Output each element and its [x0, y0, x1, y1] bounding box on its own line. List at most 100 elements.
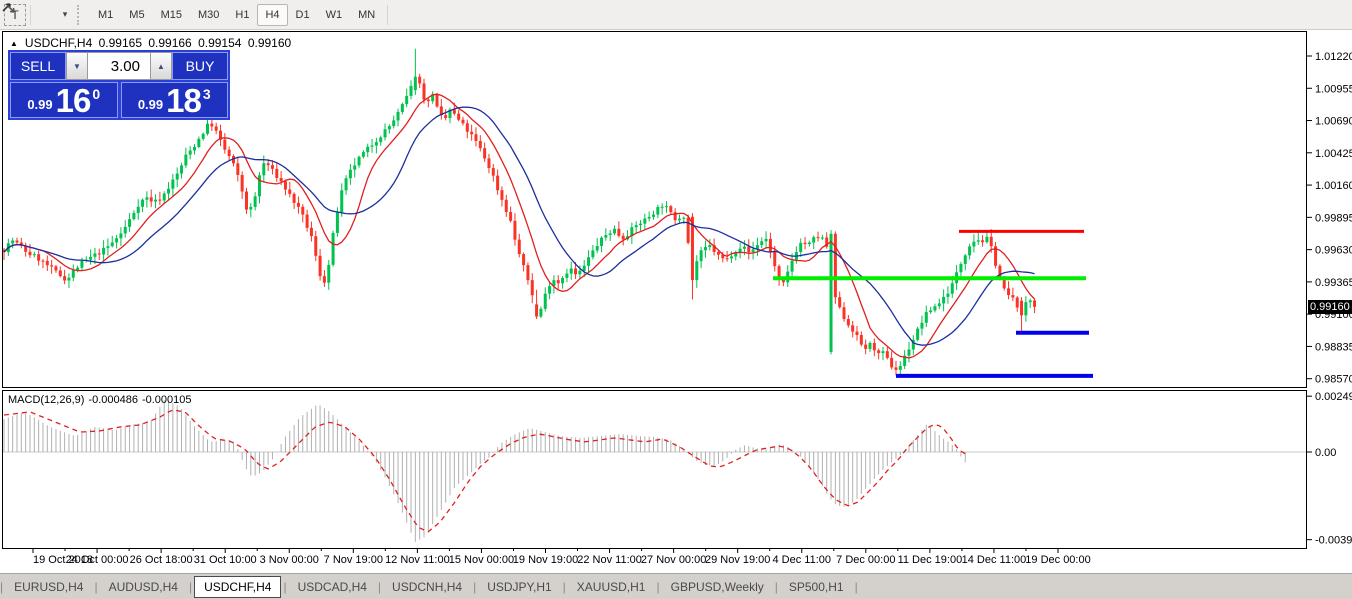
- tab-usdcad-h4[interactable]: USDCAD,H4: [297, 580, 367, 594]
- collapse-panel-icon[interactable]: ▲: [10, 39, 18, 48]
- svg-text:31 Oct 10:00: 31 Oct 10:00: [194, 554, 257, 566]
- buy-button[interactable]: BUY: [172, 52, 228, 80]
- svg-text:1.00425: 1.00425: [1315, 148, 1352, 160]
- tab-separator: |: [473, 580, 477, 594]
- svg-text:7 Dec 00:00: 7 Dec 00:00: [836, 554, 895, 566]
- svg-text:19 Dec 00:00: 19 Dec 00:00: [1025, 554, 1090, 566]
- timeframe-button-M30[interactable]: M30: [190, 4, 227, 26]
- chart-header: ▲ USDCHF,H4 0.99165 0.99166 0.99154 0.991…: [10, 36, 294, 50]
- svg-text:0.99630: 0.99630: [1315, 245, 1352, 257]
- svg-text:11 Dec 19:00: 11 Dec 19:00: [898, 554, 963, 566]
- svg-text:1.01220: 1.01220: [1315, 51, 1352, 63]
- timeframe-button-group: M1 M5 M15 M30 H1 H4 D1 W1 MN: [90, 3, 383, 26]
- timeframe-button-H4[interactable]: H4: [257, 3, 288, 26]
- svg-text:0.98570: 0.98570: [1315, 374, 1352, 386]
- top-toolbar: T ▾ M1 M5 M15 M30 H1 H4 D1 W1 MN: [0, 0, 1352, 30]
- svg-text:19 Nov 19:00: 19 Nov 19:00: [513, 554, 578, 566]
- macd-pane[interactable]: [2, 390, 1307, 549]
- svg-text:0.99895: 0.99895: [1315, 212, 1352, 224]
- sell-price-point: 0: [92, 86, 101, 102]
- toolbar-separator: [387, 4, 389, 25]
- svg-text:19 Oct 2018: 19 Oct 2018: [33, 554, 93, 566]
- text-label-tool-button[interactable]: T: [4, 3, 26, 26]
- timeframe-button-H1[interactable]: H1: [227, 4, 257, 26]
- macd-axis: 0.002492 0.00 -0.003913: [1307, 391, 1352, 547]
- tab-usdchf-h4[interactable]: USDCHF,H4: [194, 576, 282, 598]
- svg-text:7 Nov 19:00: 7 Nov 19:00: [324, 554, 383, 566]
- sell-price-base: 0.99: [27, 97, 53, 112]
- svg-text:15 Nov 00:00: 15 Nov 00:00: [449, 554, 514, 566]
- svg-text:26 Oct 18:00: 26 Oct 18:00: [130, 554, 193, 566]
- svg-text:0.002492: 0.002492: [1315, 391, 1352, 403]
- svg-text:27 Nov 00:00: 27 Nov 00:00: [641, 554, 706, 566]
- ohlc-open: 0.99165: [98, 36, 142, 50]
- svg-text:0.98835: 0.98835: [1315, 341, 1352, 353]
- svg-text:-0.003913: -0.003913: [1315, 535, 1352, 547]
- buy-price-display[interactable]: 0.99 18 3: [120, 82, 228, 119]
- candlestick-layer: [3, 48, 1093, 378]
- tab-separator: |: [562, 580, 566, 594]
- ohlc-low: 0.99154: [198, 36, 242, 50]
- timeframe-button-MN[interactable]: MN: [350, 4, 383, 26]
- svg-text:1.00160: 1.00160: [1315, 180, 1352, 192]
- macd-main-value: -0.000486: [88, 394, 138, 406]
- cursor-arrows-icon[interactable]: [2, 3, 57, 26]
- ohlc-close: 0.99160: [247, 36, 292, 50]
- buy-price-pips: 18: [166, 82, 202, 119]
- tab-usdcnh-h4[interactable]: USDCNH,H4: [392, 580, 463, 594]
- ohlc-high: 0.99166: [148, 36, 192, 50]
- macd-name: MACD(12,26,9): [8, 394, 85, 406]
- macd-indicator-label: MACD(12,26,9) -0.000486 -0.000105: [8, 394, 196, 406]
- macd-layer: [3, 400, 1306, 542]
- svg-text:14 Dec 11:00: 14 Dec 11:00: [962, 554, 1027, 566]
- timeframe-button-M15[interactable]: M15: [153, 4, 190, 26]
- arrows-icon: [2, 3, 15, 13]
- tab-xauusd-h1[interactable]: XAUUSD,H1: [576, 580, 646, 594]
- svg-text:12 Nov 11:00: 12 Nov 11:00: [385, 554, 450, 566]
- tab-eurusd-h4[interactable]: EURUSD,H4: [14, 580, 84, 594]
- buy-price-base: 0.99: [137, 97, 164, 112]
- timeframe-button-M5[interactable]: M5: [121, 4, 152, 26]
- tab-separator: |: [0, 580, 4, 594]
- symbol-label: USDCHF,H4: [24, 36, 93, 50]
- timeframe-button-W1[interactable]: W1: [318, 4, 351, 26]
- chart-tabs-bar: | EURUSD,H4 | AUDUSD,H4 | USDCHF,H4 | USDCAD,H4…: [0, 573, 1352, 599]
- svg-text:1.00955: 1.00955: [1315, 83, 1352, 95]
- svg-text:0.99365: 0.99365: [1315, 277, 1352, 289]
- tab-separator: |: [656, 580, 660, 594]
- tab-separator: |: [94, 580, 98, 594]
- svg-text:0.00: 0.00: [1315, 447, 1336, 459]
- svg-text:4 Dec 11:00: 4 Dec 11:00: [772, 554, 831, 566]
- price-axis: 1.01220 1.00955 1.00690 1.00425 1.00160 0.998…: [1307, 51, 1352, 386]
- tab-sp500-h1[interactable]: SP500,H1: [788, 580, 844, 594]
- one-click-trading-panel: SELL ▼ 3.00 ▲ BUY 0.99 16 0 0.99 18 3: [8, 50, 230, 120]
- sell-price-pips: 16: [55, 82, 92, 119]
- current-price-tag: 0.99160: [1308, 300, 1352, 314]
- buy-price-point: 3: [202, 86, 211, 102]
- volume-increase-button[interactable]: ▲: [150, 52, 172, 80]
- tab-audusd-h4[interactable]: AUDUSD,H4: [108, 580, 178, 594]
- timeframe-button-M1[interactable]: M1: [90, 4, 121, 26]
- timeframe-button-D1[interactable]: D1: [288, 4, 318, 26]
- macd-signal-line: [3, 409, 966, 533]
- ma-fast-line: [3, 93, 1035, 359]
- dropdown-caret-icon[interactable]: ▾: [57, 4, 73, 26]
- volume-input[interactable]: 3.00: [88, 52, 150, 80]
- sell-price-display[interactable]: 0.99 16 0: [10, 82, 118, 118]
- svg-text:3 Nov 00:00: 3 Nov 00:00: [260, 554, 319, 566]
- toolbar-grip-handle[interactable]: [77, 4, 84, 25]
- sell-button[interactable]: SELL: [10, 52, 66, 80]
- svg-text:29 Nov 19:00: 29 Nov 19:00: [705, 554, 770, 566]
- tab-separator: |: [188, 580, 193, 594]
- tab-gbpusd-weekly[interactable]: GBPUSD,Weekly: [670, 580, 764, 594]
- svg-text:22 Nov 11:00: 22 Nov 11:00: [577, 554, 642, 566]
- volume-decrease-button[interactable]: ▼: [66, 52, 88, 80]
- toolbar-separator: [30, 4, 31, 25]
- tab-usdjpy-h1[interactable]: USDJPY,H1: [487, 580, 552, 594]
- tab-separator: |: [854, 580, 858, 594]
- svg-text:1.00690: 1.00690: [1315, 116, 1352, 128]
- macd-signal-value: -0.000105: [141, 394, 192, 406]
- tab-separator: |: [283, 580, 287, 594]
